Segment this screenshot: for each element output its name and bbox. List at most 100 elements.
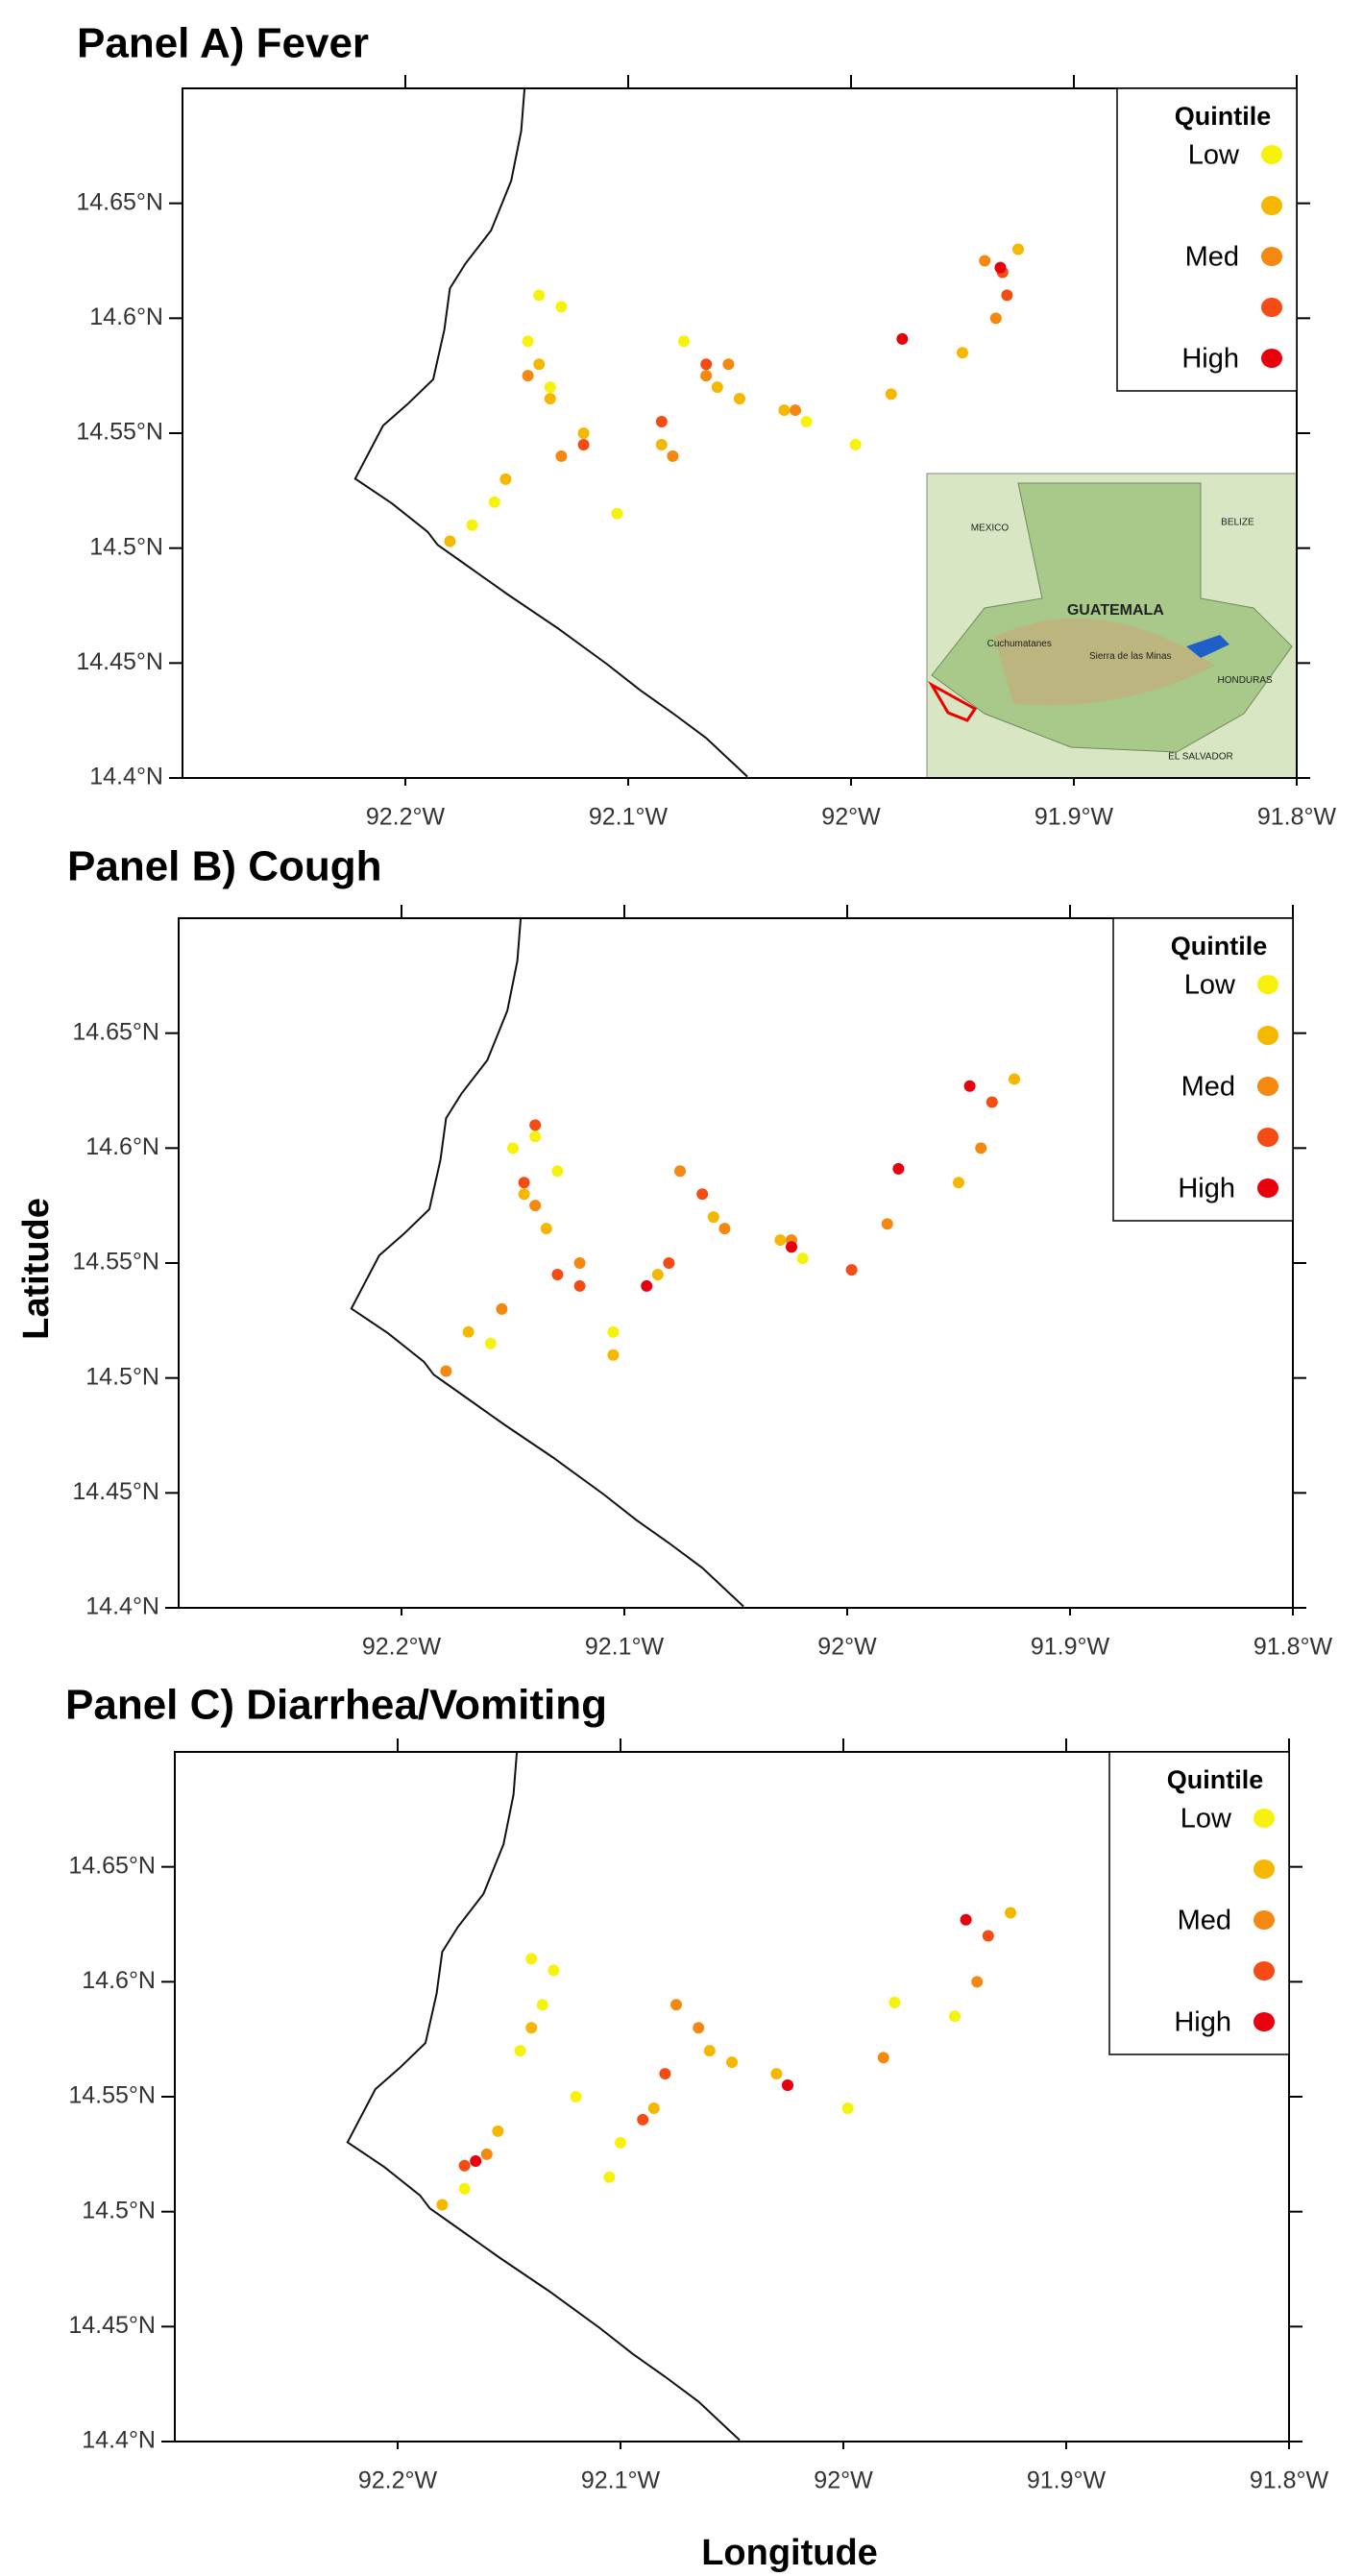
legend-swatch — [1253, 1859, 1275, 1879]
y-tick-label: 14.65°N — [72, 1018, 159, 1045]
data-point — [523, 335, 534, 347]
y-tick-label: 14.65°N — [68, 1852, 156, 1879]
legend-label: Med — [1181, 1072, 1235, 1103]
legend-label: High — [1178, 1174, 1235, 1204]
data-point — [718, 1223, 730, 1234]
data-point — [888, 1997, 900, 2008]
data-point — [463, 1326, 475, 1338]
data-point — [529, 1119, 541, 1130]
data-point — [994, 262, 1006, 274]
panel-title: Panel C) Diarrhea/Vomiting — [65, 1682, 607, 1729]
data-point — [515, 2045, 526, 2056]
panel-title: Panel B) Cough — [67, 843, 382, 890]
data-point — [700, 370, 712, 381]
inset-label: EL SALVADOR — [1168, 751, 1233, 762]
data-point — [555, 450, 567, 462]
data-point — [436, 2199, 448, 2210]
y-tick-label: 14.6°N — [85, 1133, 159, 1160]
y-axis-label: Latitude — [16, 1198, 57, 1340]
x-tick-label: 92°W — [817, 1634, 877, 1661]
data-point — [722, 358, 734, 370]
y-tick-label: 14.4°N — [82, 2427, 156, 2454]
data-point — [485, 1338, 497, 1349]
data-point — [782, 2079, 793, 2091]
data-point — [1005, 1908, 1016, 1919]
data-point — [529, 1200, 541, 1211]
data-point — [656, 416, 668, 427]
data-point — [801, 416, 813, 427]
legend-swatch — [1261, 349, 1282, 368]
legend-swatch — [1261, 145, 1282, 164]
data-point — [496, 1303, 507, 1315]
data-point — [607, 1349, 619, 1361]
y-tick-label: 14.5°N — [85, 1363, 159, 1390]
y-tick-label: 14.5°N — [82, 2197, 156, 2224]
data-point — [693, 2022, 704, 2033]
data-point — [1012, 244, 1024, 255]
data-point — [971, 1976, 983, 1987]
data-point — [850, 439, 862, 450]
data-point — [551, 1165, 563, 1177]
y-tick-label: 14.6°N — [89, 304, 163, 330]
data-point — [548, 1964, 559, 1976]
data-point — [533, 289, 545, 301]
x-tick-label: 92.1°W — [581, 2467, 661, 2494]
data-point — [607, 1326, 619, 1338]
legend-label: Low — [1180, 1804, 1232, 1835]
x-tick-label: 92.2°W — [366, 804, 446, 831]
data-point — [983, 1930, 994, 1941]
data-point — [641, 1280, 652, 1292]
legend-swatch — [1261, 196, 1282, 215]
legend-label: High — [1181, 344, 1239, 375]
x-tick-label: 91.9°W — [1034, 804, 1114, 831]
data-point — [459, 2183, 471, 2195]
data-point — [459, 2160, 471, 2172]
x-axis-label: Longitude — [701, 2533, 878, 2573]
y-tick-label: 14.4°N — [89, 764, 163, 790]
data-point — [470, 2155, 481, 2167]
data-point — [1009, 1074, 1020, 1085]
data-point — [696, 1188, 708, 1200]
legend-swatch — [1257, 1077, 1278, 1096]
legend-swatch — [1261, 298, 1282, 317]
inset-label: BELIZE — [1221, 517, 1254, 527]
data-point — [774, 1234, 786, 1246]
legend-title: Quintile — [1175, 102, 1272, 131]
data-point — [964, 1081, 976, 1092]
legend-swatch — [1253, 1809, 1275, 1828]
data-point — [949, 2010, 961, 2022]
data-point — [656, 439, 668, 450]
data-point — [790, 404, 801, 416]
data-point — [786, 1241, 797, 1252]
data-point — [1001, 289, 1012, 301]
data-point — [778, 404, 790, 416]
inset-label: HONDURAS — [1217, 675, 1273, 686]
data-point — [571, 2091, 582, 2102]
legend-label: High — [1174, 2007, 1231, 2038]
data-point — [700, 358, 712, 370]
inset-map: MEXICOBELIZEGUATEMALACuchumatanesSierra … — [927, 474, 1297, 778]
legend-swatch — [1257, 1026, 1278, 1045]
legend-swatch — [1257, 1128, 1278, 1147]
legend-label: Med — [1178, 1906, 1231, 1936]
data-point — [712, 381, 723, 393]
data-point — [578, 439, 590, 450]
data-point — [525, 1953, 537, 1964]
data-point — [533, 358, 545, 370]
legend-title: Quintile — [1167, 1765, 1264, 1794]
data-point — [523, 370, 534, 381]
inset-label: Cuchumatanes — [987, 639, 1052, 649]
figure: Latitude Longitude Panel A) FeverMEXICOB… — [0, 0, 1363, 2576]
data-point — [878, 2052, 889, 2063]
legend-label: Low — [1184, 970, 1236, 1001]
data-point — [770, 2068, 782, 2079]
data-point — [551, 1269, 563, 1280]
data-point — [708, 1211, 719, 1223]
data-point — [574, 1280, 586, 1292]
data-point — [961, 1914, 972, 1926]
data-point — [882, 1218, 893, 1229]
data-point — [886, 388, 897, 400]
y-tick-label: 14.4°N — [85, 1593, 159, 1620]
data-point — [615, 2137, 626, 2149]
